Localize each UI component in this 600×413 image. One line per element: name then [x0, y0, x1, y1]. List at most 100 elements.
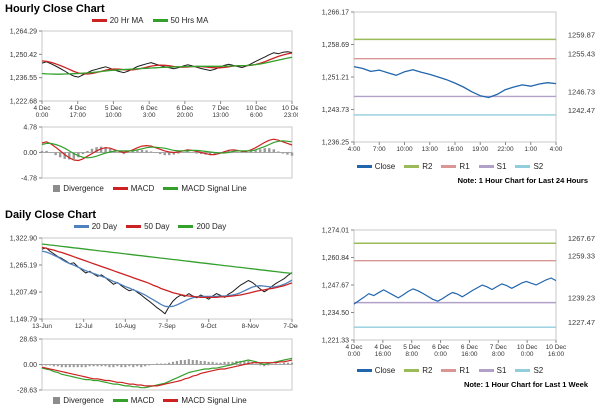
svg-text:1,243.73: 1,243.73 [322, 107, 349, 114]
svg-text:4:00: 4:00 [348, 146, 361, 153]
legend-label: Divergence [63, 184, 104, 193]
legend-item-close: Close [356, 366, 396, 375]
svg-text:1,236.25: 1,236.25 [322, 140, 349, 147]
hourly-section: Hourly Close Chart 20 Hr MA 50 Hrs MA 1,… [0, 0, 300, 206]
svg-text:16:00: 16:00 [548, 351, 565, 358]
svg-text:22:00: 22:00 [497, 146, 514, 153]
r1-swatch [441, 165, 457, 168]
svg-text:10 Dec: 10 Dec [546, 344, 567, 351]
hourly-price-chart: 1,264.291,250.421,236.551,222.684 Dec0:0… [10, 29, 298, 120]
legend-item-s2: S2 [515, 366, 543, 375]
svg-text:1,221.33: 1,221.33 [322, 338, 349, 345]
hourly-ma-legend: 20 Hr MA 50 Hrs MA [0, 16, 300, 25]
daily-macd-legend: Divergence MACD MACD Signal Line [0, 396, 300, 405]
legend-label: MACD Signal Line [181, 396, 247, 405]
macd-signal-swatch [163, 187, 179, 190]
legend-item-r2: R2 [404, 162, 432, 171]
svg-text:1227.47: 1227.47 [568, 318, 595, 327]
svg-text:19:00: 19:00 [472, 146, 489, 153]
legend-item-20day: 20 Day [73, 222, 118, 231]
svg-text:1267.67: 1267.67 [568, 234, 595, 243]
last-24h-legend: Close R2 R1 S1 S2 [300, 162, 600, 171]
legend-label: 200 Day [196, 222, 227, 231]
close-swatch [356, 165, 372, 168]
svg-text:5 Dec: 5 Dec [105, 105, 123, 112]
svg-text:1246.73: 1246.73 [568, 87, 595, 96]
hourly-macd-chart: 4.78 0.00 -4.78 [21, 125, 294, 183]
legend-item-50hr-ma: 50 Hrs MA [152, 16, 209, 25]
svg-text:1,247.67: 1,247.67 [322, 283, 349, 290]
svg-text:1,260.84: 1,260.84 [322, 255, 349, 262]
svg-text:1,250.42: 1,250.42 [10, 52, 37, 59]
last-week-note: Note: 1 Hour Chart for Last 1 Week [463, 380, 588, 389]
s2-swatch [515, 369, 531, 372]
legend-label: R1 [459, 162, 470, 171]
svg-text:1255.43: 1255.43 [568, 50, 595, 59]
svg-text:1,207.49: 1,207.49 [10, 290, 37, 297]
svg-text:8-Nov: 8-Nov [242, 323, 260, 330]
svg-text:4 Dec: 4 Dec [374, 344, 392, 351]
svg-text:-4.78: -4.78 [21, 176, 37, 183]
svg-text:7-Dec: 7-Dec [283, 323, 298, 330]
svg-text:4:00: 4:00 [550, 146, 563, 153]
macd-swatch [112, 187, 128, 190]
svg-text:1,274.01: 1,274.01 [322, 228, 349, 235]
svg-text:13:00: 13:00 [212, 112, 229, 119]
divergence-swatch [53, 185, 61, 192]
last-24h-close-chart: 1,266.17 1,258.69 1,251.21 1,243.73 1,236.25… [322, 10, 595, 154]
svg-text:16:00: 16:00 [447, 146, 464, 153]
macd-signal-swatch [163, 399, 179, 402]
svg-text:0:00: 0:00 [521, 351, 534, 358]
legend-label: 50 Hrs MA [170, 16, 209, 25]
svg-text:10 Dec: 10 Dec [517, 344, 538, 351]
legend-label: R2 [422, 366, 433, 375]
legend-item-20hr-ma: 20 Hr MA [91, 16, 144, 25]
svg-text:10:00: 10:00 [396, 146, 413, 153]
svg-text:6 Dec: 6 Dec [176, 105, 194, 112]
svg-text:6:00: 6:00 [250, 112, 263, 119]
legend-label: Close [374, 162, 396, 171]
svg-text:16:00: 16:00 [461, 351, 478, 358]
svg-text:13-Jun: 13-Jun [32, 323, 52, 330]
svg-text:0:00: 0:00 [348, 351, 361, 358]
svg-text:1,236.55: 1,236.55 [10, 75, 37, 82]
divergence-swatch [53, 397, 61, 404]
svg-text:0:00: 0:00 [434, 351, 447, 358]
r1-swatch [441, 369, 457, 372]
svg-text:7-Sep: 7-Sep [158, 323, 176, 330]
daily-ma-legend: 20 Day 50 Day 200 Day [0, 222, 300, 231]
legend-item-close: Close [356, 162, 396, 171]
svg-text:1:00: 1:00 [524, 146, 537, 153]
s1-swatch [478, 369, 494, 372]
s1-swatch [478, 165, 494, 168]
svg-text:1,265.19: 1,265.19 [10, 263, 37, 270]
legend-item-macd-signal: MACD Signal Line [163, 396, 247, 405]
svg-text:-28.63: -28.63 [17, 388, 37, 395]
close-swatch [356, 369, 372, 372]
last-week-close-chart: 1,274.01 1,260.84 1,247.67 1,234.50 1,221.33… [322, 228, 595, 359]
legend-item-r1: R1 [441, 162, 470, 171]
svg-text:1,258.69: 1,258.69 [322, 42, 349, 49]
svg-text:7 Dec: 7 Dec [490, 344, 508, 351]
legend-label: S1 [496, 366, 507, 375]
svg-text:1,251.21: 1,251.21 [322, 75, 349, 82]
legend-item-macd: MACD [112, 184, 154, 193]
svg-text:20:00: 20:00 [177, 112, 194, 119]
svg-text:10-Aug: 10-Aug [115, 323, 136, 330]
legend-item-r2: R2 [404, 366, 432, 375]
svg-text:4 Dec: 4 Dec [34, 105, 52, 112]
legend-label: Close [374, 366, 396, 375]
legend-label: Divergence [63, 396, 104, 405]
legend-item-macd-signal: MACD Signal Line [163, 184, 247, 193]
last-24h-section: 1,266.17 1,258.69 1,251.21 1,243.73 1,236.25… [300, 0, 600, 206]
svg-text:9-Oct: 9-Oct [201, 323, 217, 330]
svg-text:7 Dec: 7 Dec [212, 105, 230, 112]
200day-ma-swatch [178, 225, 194, 228]
svg-text:17:00: 17:00 [70, 112, 87, 119]
r2-swatch [404, 165, 420, 168]
svg-text:3:00: 3:00 [143, 112, 156, 119]
svg-text:10:00: 10:00 [105, 112, 122, 119]
legend-label: 20 Day [91, 222, 118, 231]
